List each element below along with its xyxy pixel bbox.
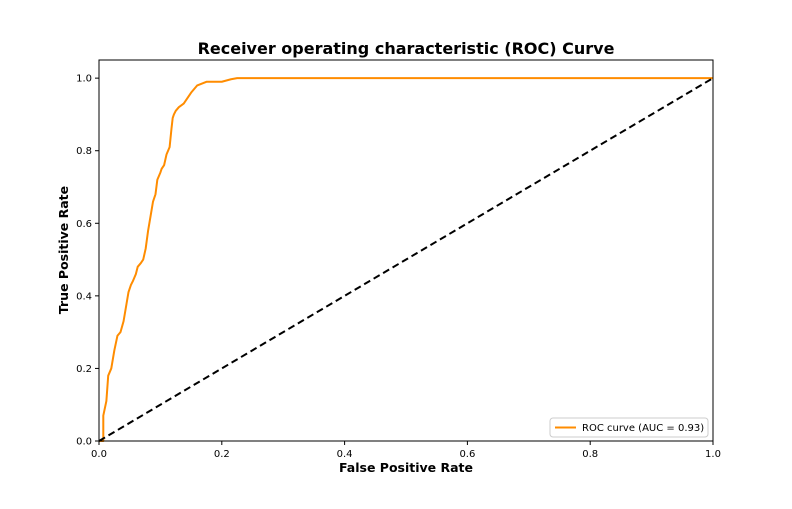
x-axis-label: False Positive Rate <box>339 460 473 475</box>
y-tick-label: 0.8 <box>76 146 92 157</box>
y-tick-label: 0.0 <box>76 437 92 448</box>
x-tick-label: 0.4 <box>337 449 353 460</box>
x-tick-label: 0.0 <box>91 449 107 460</box>
y-axis-label: True Positive Rate <box>56 186 71 314</box>
x-tick-label: 1.0 <box>705 449 721 460</box>
x-tick-label: 0.8 <box>582 449 598 460</box>
roc-curve-line <box>99 77 713 442</box>
x-axis-ticks: 0.0 0.2 0.4 0.6 0.8 1.0 <box>91 441 721 460</box>
x-tick-label: 0.2 <box>214 449 230 460</box>
x-tick-label: 0.6 <box>459 449 475 460</box>
y-tick-label: 0.4 <box>76 291 92 302</box>
chart-title: Receiver operating characteristic (ROC) … <box>198 39 615 58</box>
legend: ROC curve (AUC = 0.93) <box>549 417 709 438</box>
chance-line <box>98 77 714 442</box>
y-tick-label: 0.6 <box>76 219 92 230</box>
y-axis-ticks: 0.0 0.2 0.4 0.6 0.8 1.0 <box>76 74 99 448</box>
plot-area <box>99 60 713 441</box>
y-tick-label: 1.0 <box>76 74 92 85</box>
legend-box <box>549 417 709 438</box>
legend-label: ROC curve (AUC = 0.93) <box>582 423 704 434</box>
series-layer <box>98 77 714 442</box>
plot-frame <box>98 59 714 442</box>
y-tick-label: 0.2 <box>76 364 92 375</box>
